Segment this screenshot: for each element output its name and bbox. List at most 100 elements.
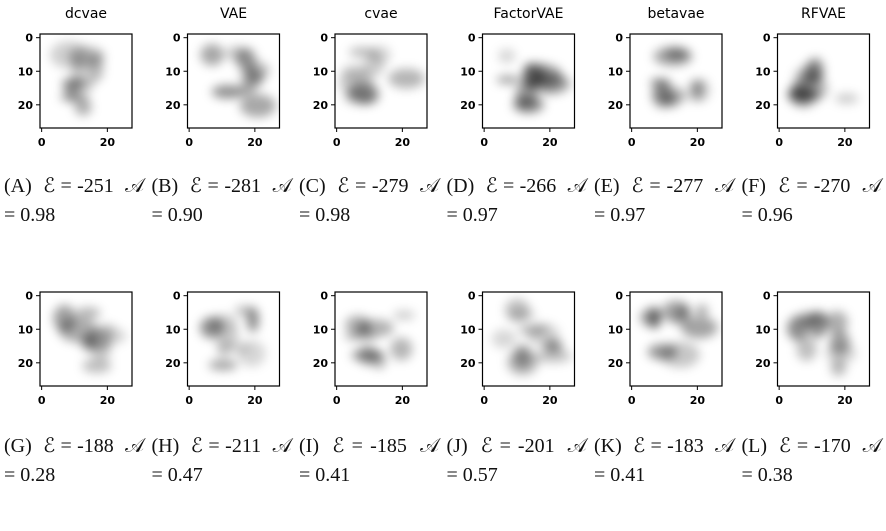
digit-image (335, 292, 427, 386)
y-tick-label: 0 (468, 290, 476, 303)
blobs (344, 310, 415, 369)
blobs (786, 57, 858, 107)
digit-image (335, 34, 427, 128)
stroke-blob (835, 94, 859, 104)
stroke-blob (514, 344, 531, 368)
caption-tag: (G) (4, 435, 32, 457)
y-tick-label: 20 (165, 99, 181, 112)
caption: (E) ℰ = -277 𝒜 = 0.97 (594, 172, 734, 230)
y-tick-label: 0 (763, 32, 771, 45)
y-tick-label: 20 (165, 357, 181, 370)
figure: dcvae 0 10 20 0 20 VAE 0 10 20 0 20 cvae 0 10 20 0 20 Fact… (0, 0, 886, 531)
blobs (640, 301, 718, 368)
x-tick-label: 20 (395, 136, 411, 149)
x-tick-label: 20 (100, 136, 116, 149)
blobs (50, 41, 105, 115)
stroke-blob (640, 308, 661, 326)
y-tick-label: 20 (18, 99, 34, 112)
panel-title: cvae (364, 6, 397, 22)
stroke-blob (518, 325, 548, 335)
caption-energy: ℰ = -279 (337, 175, 408, 197)
digit-image (778, 34, 870, 128)
caption: (G) ℰ = -188 𝒜 = 0.28 (4, 432, 144, 490)
x-tick-label: 20 (542, 394, 558, 407)
caption-energy: ℰ = -281 (190, 175, 261, 197)
x-tick-label: 20 (247, 394, 263, 407)
x-tick-label: 20 (100, 394, 116, 407)
stroke-blob (808, 57, 824, 83)
y-tick-label: 0 (173, 290, 181, 303)
panel-title: betavae (647, 6, 704, 22)
x-tick-label: 20 (837, 136, 853, 149)
stroke-blob (388, 69, 424, 89)
y-tick-label: 10 (460, 65, 476, 78)
x-tick-label: 0 (480, 136, 488, 149)
y-tick-label: 0 (468, 32, 476, 45)
blobs (496, 49, 570, 113)
digit-image (40, 292, 132, 386)
x-tick-label: 0 (38, 394, 46, 407)
stroke-blob (226, 46, 247, 61)
caption-energy: ℰ = -183 (633, 435, 704, 457)
x-tick-label: 0 (185, 136, 193, 149)
panel-title: FactorVAE (494, 6, 564, 22)
stroke-blob (359, 96, 376, 105)
y-tick-label: 20 (755, 99, 771, 112)
blobs (650, 47, 710, 108)
stroke-blob (390, 338, 412, 361)
digit-image (630, 292, 722, 386)
y-tick-label: 10 (608, 323, 624, 336)
y-tick-label: 10 (755, 65, 771, 78)
y-tick-label: 0 (615, 32, 623, 45)
caption-tag: (I) (299, 435, 319, 457)
x-tick-label: 0 (628, 136, 636, 149)
stroke-blob (71, 59, 85, 86)
digit-image (483, 292, 575, 386)
caption: (H) ℰ = -211 𝒜 = 0.47 (152, 432, 292, 490)
caption: (C) ℰ = -279 𝒜 = 0.98 (299, 172, 439, 230)
stroke-blob (798, 312, 815, 326)
x-tick-label: 0 (628, 394, 636, 407)
caption-tag: (B) (152, 175, 179, 197)
y-tick-label: 20 (18, 357, 34, 370)
stroke-blob (235, 306, 254, 316)
stroke-blob (831, 359, 846, 376)
caption-tag: (D) (447, 175, 475, 197)
y-tick-label: 0 (320, 290, 328, 303)
y-tick-label: 10 (460, 323, 476, 336)
y-tick-label: 20 (313, 357, 329, 370)
x-tick-label: 0 (333, 394, 341, 407)
caption-tag: (E) (594, 175, 620, 197)
panel-title: dcvae (65, 6, 107, 22)
y-tick-label: 0 (173, 32, 181, 45)
x-tick-label: 20 (542, 136, 558, 149)
stroke-blob (217, 335, 231, 356)
y-tick-label: 10 (608, 65, 624, 78)
y-tick-label: 10 (18, 65, 34, 78)
stroke-blob (240, 94, 276, 117)
caption-tag: (F) (742, 175, 766, 197)
caption: (D) ℰ = -266 𝒜 = 0.97 (447, 172, 587, 230)
frame (778, 292, 870, 386)
stroke-blob (74, 99, 91, 115)
x-tick-label: 0 (480, 394, 488, 407)
x-tick-label: 20 (837, 394, 853, 407)
caption-energy: ℰ = -266 (486, 175, 557, 197)
blobs (338, 46, 424, 105)
panel-title: VAE (220, 6, 247, 22)
stroke-blob (87, 54, 104, 82)
stroke-blob (790, 80, 818, 107)
caption: (J) ℰ = -201 𝒜 = 0.57 (447, 432, 587, 490)
stroke-blob (498, 49, 515, 63)
blobs (200, 306, 266, 371)
stroke-blob (393, 310, 415, 320)
caption-energy: ℰ = -170 (779, 435, 851, 457)
stroke-blob (59, 318, 98, 342)
stroke-blob (349, 47, 378, 57)
x-tick-label: 0 (38, 136, 46, 149)
stroke-blob (530, 73, 570, 94)
x-tick-label: 20 (395, 394, 411, 407)
caption: (F) ℰ = -270 𝒜 = 0.96 (742, 172, 882, 230)
stroke-blob (200, 317, 224, 338)
y-tick-label: 20 (608, 357, 624, 370)
